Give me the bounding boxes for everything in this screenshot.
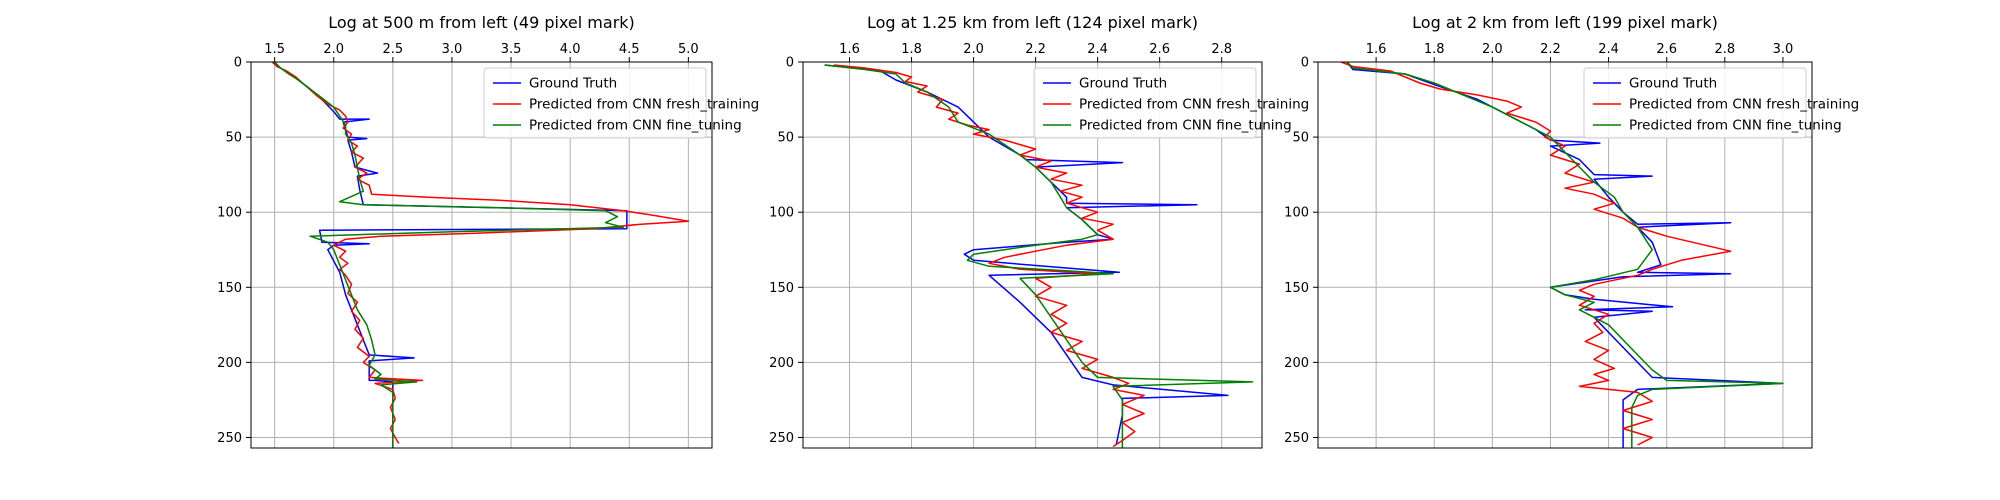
x-tick-label: 2.8 [1211, 42, 1232, 57]
series-line-ground-truth [1346, 62, 1784, 448]
x-tick-label: 1.5 [264, 42, 285, 57]
y-tick-label: 200 [769, 356, 794, 371]
x-tick-label: 4.0 [560, 42, 581, 57]
x-tick-label: 1.8 [901, 42, 922, 57]
legend: Ground Truth Predicted from CNN fresh_tra… [1583, 67, 1859, 139]
x-tick-label: 3.0 [1773, 42, 1794, 57]
series-line-predicted-from-cnn-fine-tuning [274, 62, 625, 448]
y-tick-label: 150 [1284, 281, 1309, 296]
x-tick-label: 4.5 [619, 42, 640, 57]
series-line-predicted-from-cnn-fresh-training [271, 62, 690, 444]
y-tick-label: 0 [786, 56, 794, 71]
x-tick-label: 2.6 [1656, 42, 1677, 57]
x-tick-label: 5.0 [678, 42, 699, 57]
x-tick-label: 2.0 [323, 42, 344, 57]
chart-title: Log at 1.25 km from left (124 pixel mark… [867, 13, 1198, 32]
y-tick-label: 100 [1284, 206, 1309, 221]
x-tick-label: 2.2 [1025, 42, 1046, 57]
plot-frame [802, 61, 1263, 449]
y-tick-label: 50 [1292, 131, 1309, 146]
plot-frame [250, 61, 713, 449]
legend-box [1583, 67, 1807, 139]
chart-panel-3: 1.6 1.8 2.0 2.2 2.4 2.6 2.8 3.0 0 50 100 150 200 250 L… [1284, 13, 1859, 449]
y-tick-label: 150 [769, 281, 794, 296]
y-tick-label: 250 [217, 431, 242, 446]
y-tick-label: 200 [217, 356, 242, 371]
x-tick-label: 2.2 [1540, 42, 1561, 57]
y-tick-label: 200 [1284, 356, 1309, 371]
legend: Ground Truth Predicted from CNN fresh_tra… [1033, 67, 1309, 139]
x-tick-label: 3.0 [442, 42, 463, 57]
y-tick-label: 0 [234, 56, 242, 71]
y-tick-label: 50 [225, 131, 242, 146]
x-tick-label: 3.5 [501, 42, 522, 57]
legend-label: Predicted from CNN fine_tuning [529, 118, 742, 134]
y-tick-label: 150 [217, 281, 242, 296]
legend-label: Ground Truth [1079, 76, 1167, 92]
x-tick-label: 2.6 [1149, 42, 1170, 57]
chart-title: Log at 2 km from left (199 pixel mark) [1412, 13, 1718, 32]
legend-label: Predicted from CNN fresh_training [1079, 97, 1309, 113]
x-tick-label: 1.8 [1424, 42, 1445, 57]
legend-label: Ground Truth [529, 76, 617, 92]
x-tick-label: 1.6 [839, 42, 860, 57]
series-line-predicted-from-cnn-fine-tuning [1346, 62, 1784, 448]
x-tick-label: 2.0 [1482, 42, 1503, 57]
x-tick-label: 2.5 [383, 42, 404, 57]
x-tick-label: 2.4 [1598, 42, 1619, 57]
x-tick-label: 2.8 [1714, 42, 1735, 57]
legend-label: Predicted from CNN fresh_training [529, 97, 759, 113]
legend-box [483, 67, 707, 139]
series-line-predicted-from-cnn-fine-tuning [824, 64, 1254, 448]
legend-label: Predicted from CNN fine_tuning [1629, 118, 1842, 134]
legend: Ground Truth Predicted from CNN fresh_tra… [483, 67, 759, 139]
y-tick-label: 50 [777, 131, 794, 146]
y-tick-label: 100 [769, 206, 794, 221]
y-tick-label: 250 [1284, 431, 1309, 446]
plot-frame [1317, 61, 1813, 449]
x-tick-label: 1.6 [1366, 42, 1387, 57]
x-tick-label: 2.4 [1087, 42, 1108, 57]
series-line-predicted-from-cnn-fresh-training [1340, 62, 1732, 446]
chart-title: Log at 500 m from left (49 pixel mark) [328, 13, 635, 32]
chart-panel-1: 1.5 2.0 2.5 3.0 3.5 4.0 4.5 5.0 0 50 100 150 200 250 L… [217, 13, 759, 449]
legend-box [1033, 67, 1257, 139]
y-tick-label: 250 [769, 431, 794, 446]
y-tick-label: 100 [217, 206, 242, 221]
legend-label: Predicted from CNN fine_tuning [1079, 118, 1292, 134]
legend-label: Ground Truth [1629, 76, 1717, 92]
chart-panel-2: 1.6 1.8 2.0 2.2 2.4 2.6 2.8 0 50 100 150 200 250 Log … [769, 13, 1309, 449]
legend-label: Predicted from CNN fresh_training [1629, 97, 1859, 113]
x-tick-label: 2.0 [963, 42, 984, 57]
y-tick-label: 0 [1301, 56, 1309, 71]
series-line-predicted-from-cnn-fresh-training [833, 64, 1145, 448]
